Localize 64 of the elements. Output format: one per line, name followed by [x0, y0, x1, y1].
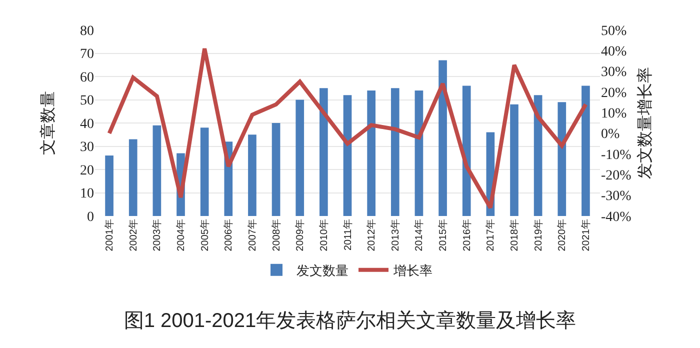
bar — [534, 95, 542, 216]
bar — [200, 128, 209, 216]
y-tick-label: 30 — [80, 140, 94, 156]
bar — [248, 134, 256, 216]
x-tick-label: 2017年 — [484, 219, 497, 252]
legend-label: 发文数量 — [296, 262, 348, 278]
y-tick-label: 80 — [80, 24, 94, 39]
x-tick-label: 2012年 — [366, 219, 378, 252]
bar — [343, 95, 352, 216]
x-tick-label: 2001年 — [104, 219, 116, 252]
bar — [390, 88, 400, 216]
y2-tick-label: 50% — [601, 24, 627, 39]
x-tick-label: 2019年 — [532, 219, 544, 252]
line-series — [107, 46, 588, 210]
legend-label: 增长率 — [392, 262, 432, 278]
bar — [582, 86, 590, 216]
bar — [367, 90, 376, 216]
x-tick-label: 2004年 — [175, 219, 187, 252]
x-tick-label: 2013年 — [389, 219, 402, 252]
x-tick-label: 2021年 — [580, 219, 592, 252]
bar — [272, 123, 280, 216]
x-tick-label: 2003年 — [151, 219, 164, 252]
x-tick-label: 2007年 — [246, 219, 258, 252]
y2-tick-label: -20% — [601, 168, 632, 184]
y-axis-title: 文章数量 — [39, 91, 57, 155]
bar — [152, 125, 162, 216]
y-tick-label: 60 — [80, 70, 94, 86]
x-tick-label: 2009年 — [294, 219, 306, 252]
bar — [414, 90, 424, 216]
y-tick-label: 70 — [80, 47, 94, 62]
y-tick-label: 0 — [87, 210, 94, 225]
x-tick-label: 2014年 — [413, 219, 426, 252]
bar — [462, 86, 471, 216]
bar — [320, 88, 328, 216]
bar — [558, 102, 566, 216]
x-tick-label: 2006年 — [222, 219, 235, 252]
x-tick-label: 2008年 — [270, 219, 282, 252]
y2-tick-label: 40% — [601, 44, 627, 60]
y2-tick-label: -40% — [601, 210, 632, 225]
x-tick-label: 2005年 — [198, 219, 211, 252]
x-tick-label: 2011年 — [342, 219, 354, 251]
y2-tick-label: 0% — [601, 127, 620, 142]
y-tick-label: 50 — [80, 94, 94, 109]
x-tick-label: 2018年 — [508, 219, 520, 252]
x-tick-label: 2020年 — [556, 219, 568, 252]
y2-tick-label: -30% — [601, 189, 632, 204]
y2-tick-label: 20% — [601, 86, 627, 101]
x-tick-label: 2002年 — [127, 219, 140, 252]
y2-tick-label: 10% — [601, 106, 627, 122]
bar — [296, 100, 304, 216]
y-tick-label: 10 — [80, 186, 94, 202]
y2-tick-label: 30% — [601, 65, 627, 80]
y2-axis-title: 发文数量增长率 — [636, 67, 654, 179]
text: 图1 2001-2021年发表格萨尔相关文章数量及增长率 — [124, 310, 576, 332]
y2-tick-label: -10% — [601, 148, 632, 163]
x-tick-label: 2015年 — [437, 219, 450, 252]
y-tick-label: 20 — [80, 163, 94, 178]
bar — [438, 60, 447, 216]
bar — [128, 139, 138, 216]
y-tick-label: 40 — [80, 116, 94, 132]
x-tick-label: 2016年 — [460, 219, 473, 252]
x-tick-label: 2010年 — [318, 219, 330, 252]
bar — [510, 104, 518, 216]
bar — [105, 156, 114, 216]
